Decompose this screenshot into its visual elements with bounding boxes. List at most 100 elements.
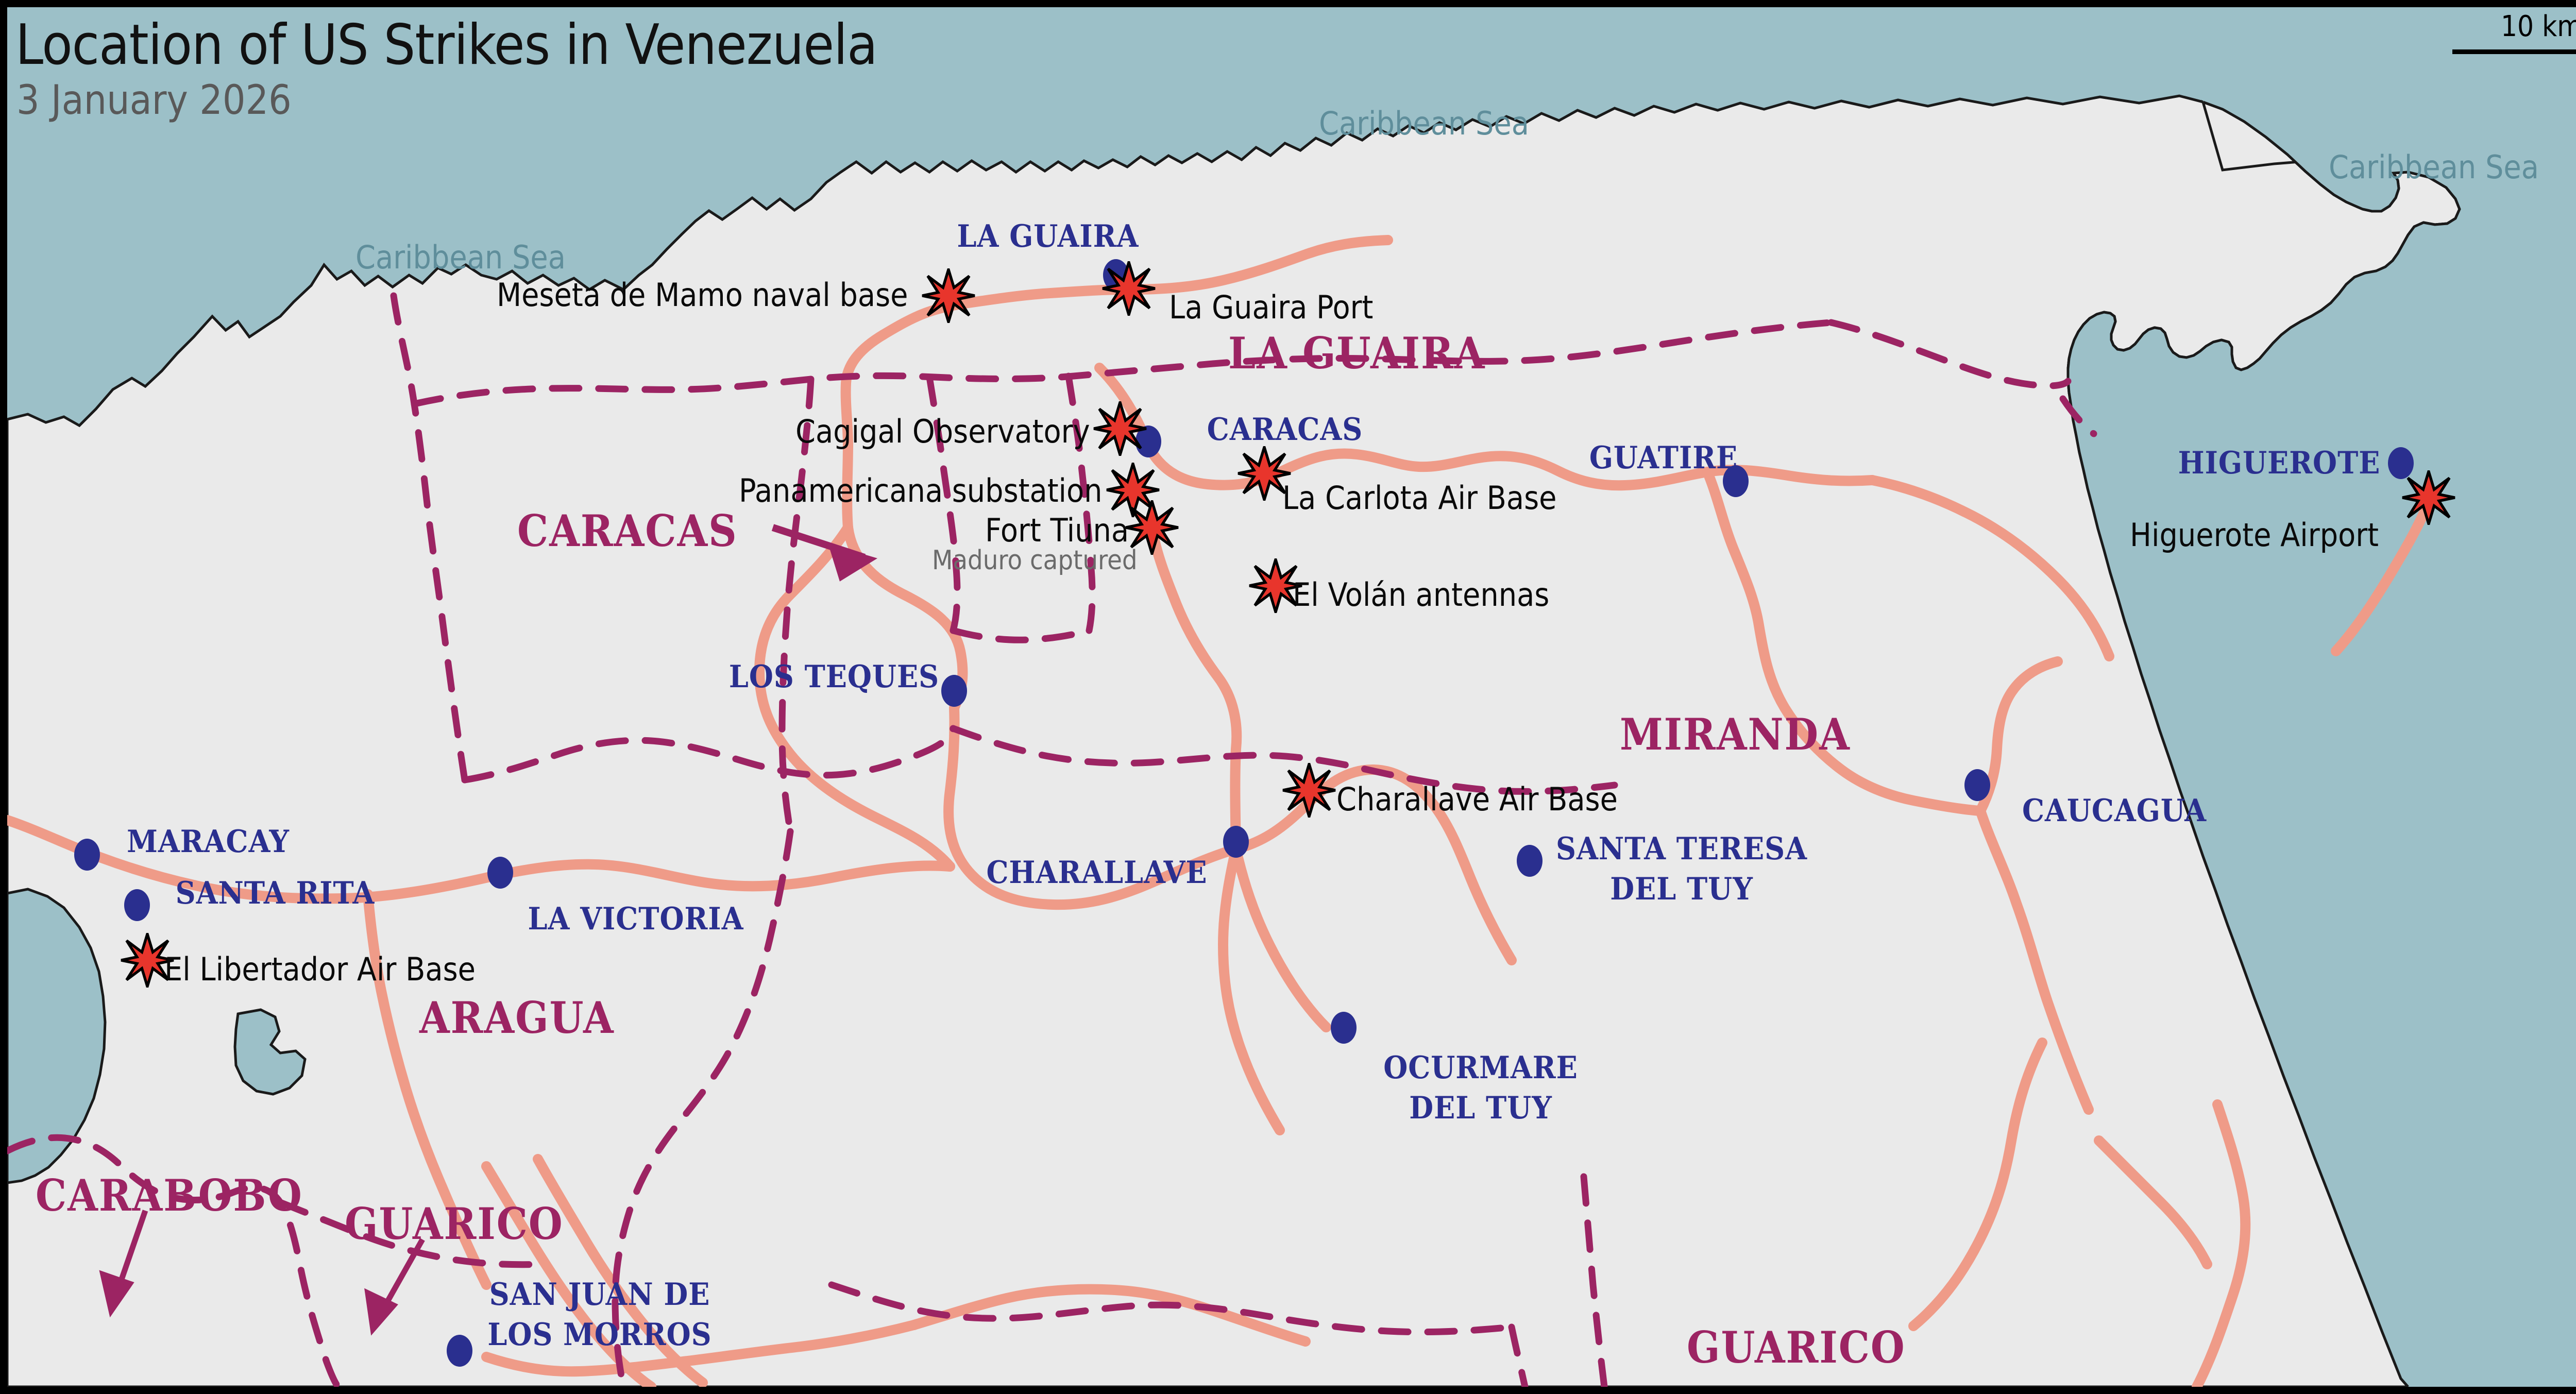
boundary-miranda-s: [950, 725, 1618, 795]
strike-marker-cagigal-observatory[interactable]: [1093, 397, 1147, 460]
boundary-aragua-south: [612, 828, 794, 1387]
map-geometry-layer: [7, 7, 2576, 1387]
city-label-los-teques: LOS TEQUES: [728, 659, 940, 695]
road-laguaira-spur: [840, 330, 888, 533]
city-label-line: OCURMARE: [1383, 1050, 1578, 1086]
sea-region-east: [2068, 7, 2576, 1387]
road-caucagua-north: [1975, 656, 2063, 816]
city-label-line: SANTA TERESA: [1556, 831, 1807, 867]
city-label-line: LOS MORROS: [487, 1317, 712, 1353]
city-dot-santa-rita[interactable]: [124, 889, 150, 921]
city-label-line: SAN JUAN DE: [489, 1277, 710, 1313]
map-note-0: Maduro captured: [932, 545, 1138, 576]
boundary-mid-1: [461, 725, 957, 784]
strike-marker-la-carlota-air-base[interactable]: [1237, 442, 1292, 505]
sea-label-2: Caribbean Sea: [2329, 148, 2539, 186]
road-aragua-south: [363, 889, 492, 1290]
city-label-guatire: GUATIRE: [1589, 440, 1738, 476]
strike-marker-charallave-air-base[interactable]: [1282, 759, 1336, 822]
road-aragua-highway: [7, 815, 955, 904]
city-label-san-juan-de-los-morros: SAN JUAN DE LOS MORROS: [476, 1274, 723, 1355]
state-label-guarico-5: GUARICO: [345, 1198, 564, 1249]
city-dot-la-victoria[interactable]: [487, 857, 513, 889]
city-label-maracay: MARACAY: [127, 824, 290, 860]
coastline-east-stroke: [2066, 100, 2461, 1387]
road-caracas-east: [1094, 363, 1877, 491]
road-sw-branch: [754, 522, 955, 872]
road-guatire-south: [1702, 467, 1986, 816]
state-label-miranda-2: MIRANDA: [1620, 709, 1851, 760]
city-label-la-victoria: LA VICTORIA: [528, 901, 744, 937]
city-label-higuerote: HIGUEROTE: [2178, 445, 2381, 481]
city-dot-santa-teresa-del-tuy[interactable]: [1517, 845, 1543, 877]
strike-label-charallave-air-base: Charallave Air Base: [1336, 780, 1618, 818]
sea-label-0: Caribbean Sea: [355, 239, 566, 276]
city-label-caracas: CARACAS: [1207, 412, 1363, 448]
boundary-caracas-south: [950, 627, 1093, 643]
strike-label-el-libertador-air-base: El Libertador Air Base: [164, 950, 476, 988]
lake-valencia: [7, 888, 107, 1184]
road-ocumare: [1231, 844, 1331, 1032]
city-dot-guatire[interactable]: [1723, 465, 1749, 497]
city-label-charallave: CHARALLAVE: [986, 855, 1208, 891]
boundary-guarico-e: [828, 1281, 1515, 1336]
boundary-guarico-e2: [1508, 1323, 1529, 1387]
city-dot-san-juan-de-los-morros[interactable]: [447, 1335, 472, 1367]
city-dot-ocurmare-del-tuy[interactable]: [1331, 1012, 1357, 1044]
boundary-caracas-box: [926, 373, 961, 634]
strike-marker-el-vol-n-antennas[interactable]: [1248, 554, 1303, 617]
boundary-miranda-e-dashes: [2059, 395, 2097, 437]
strike-label-fort-tiuna: Fort Tiuna: [985, 512, 1129, 549]
strike-label-meseta-de-mamo-naval-base: Meseta de Mamo naval base: [497, 276, 908, 314]
boundary-laguaira-west: [390, 292, 468, 784]
map-frame: Location of US Strikes in Venezuela 3 Ja…: [7, 7, 2576, 1387]
state-label-guarico-6: GUARICO: [1687, 1322, 1906, 1373]
boundary-caracas-box2: [1065, 372, 1096, 634]
road-south-1: [909, 1284, 1311, 1347]
state-label-caracas-1: CARACAS: [517, 505, 738, 556]
city-label-line: DEL TUY: [1409, 1090, 1552, 1126]
strike-marker-meseta-de-mamo-naval-base[interactable]: [921, 264, 976, 327]
sea-label-1: Caribbean Sea: [1319, 105, 1529, 142]
city-label-ocurmare-del-tuy: OCURMARE DEL TUY: [1357, 1048, 1604, 1128]
state-label-la-guaira-0: LA GUAIRA: [1228, 328, 1486, 379]
city-label-line: DEL TUY: [1610, 871, 1753, 907]
road-guarico-east: [481, 1320, 919, 1377]
strike-marker-la-guaira-port[interactable]: [1101, 257, 1156, 320]
city-dot-caucagua[interactable]: [1964, 769, 1990, 801]
sea-region-north: [7, 7, 2576, 426]
scale-bar-line: [2452, 49, 2576, 54]
city-dot-charallave[interactable]: [1223, 826, 1249, 858]
strike-marker-el-libertador-air-base[interactable]: [120, 929, 175, 992]
page-subtitle: 3 January 2026: [16, 77, 292, 124]
city-dot-maracay[interactable]: [74, 839, 100, 871]
strike-label-la-carlota-air-base: La Carlota Air Base: [1282, 479, 1557, 517]
strike-marker-higuerote-airport[interactable]: [2401, 466, 2456, 529]
caracas-callout-arrow: [771, 524, 878, 582]
strike-label-el-vol-n-antennas: El Volán antennas: [1293, 576, 1550, 614]
guarico-callout-arrow: [364, 1238, 425, 1336]
city-dot-higuerote[interactable]: [2388, 447, 2414, 479]
road-higuerote: [2331, 497, 2434, 656]
road-charallave-south: [1218, 844, 1285, 1135]
carabobo-callout-arrow: [99, 1210, 148, 1318]
boundary-ne-1: [1827, 319, 2072, 389]
strike-marker-fort-tiuna[interactable]: [1125, 496, 1179, 559]
city-dot-los-teques[interactable]: [941, 675, 967, 707]
road-teques: [943, 703, 1241, 910]
coastline-north: [7, 94, 2204, 428]
state-label-aragua-3: ARAGUA: [419, 992, 615, 1043]
boundary-laguaira-caracas: [411, 319, 1835, 407]
strike-marker-panamericana-substation[interactable]: [1106, 458, 1160, 521]
strike-label-cagigal-observatory: Cagigal Observatory: [795, 413, 1090, 450]
road-fort-tiuna-spur: [1147, 522, 1242, 854]
boundary-aragua-east: [778, 376, 815, 835]
city-label-caucagua: CAUCAGUA: [2022, 793, 2207, 829]
boundary-se: [1580, 1173, 1608, 1387]
road-caucagua-se: [1975, 806, 2094, 1115]
road-east-miranda: [1867, 475, 2114, 661]
page-title: Location of US Strikes in Venezuela: [15, 13, 878, 77]
state-label-carabobo-4: CARABOBO: [36, 1170, 303, 1221]
city-label-santa-rita: SANTA RITA: [175, 875, 375, 911]
